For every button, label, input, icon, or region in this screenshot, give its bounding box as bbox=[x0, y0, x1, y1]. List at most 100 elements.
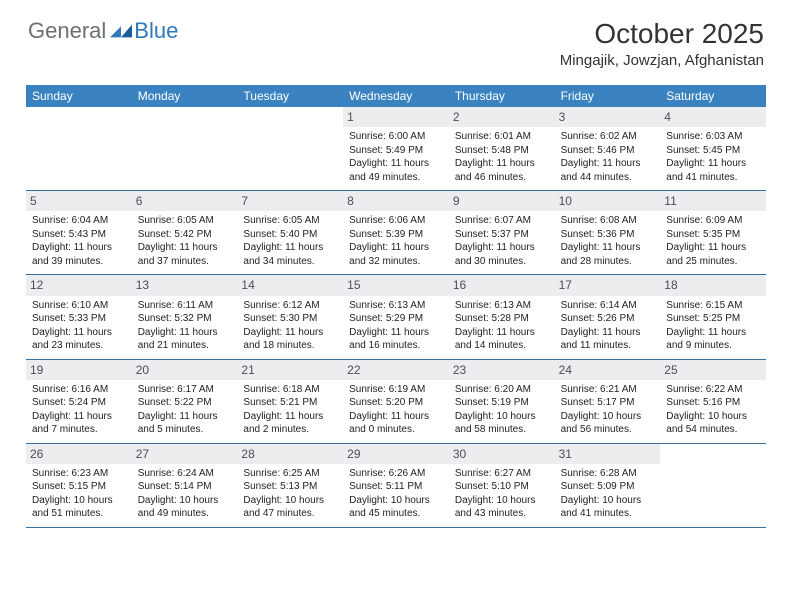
sunset-line: Sunset: 5:48 PM bbox=[455, 144, 549, 158]
brand-text-2: Blue bbox=[134, 18, 178, 44]
daylight-line: Daylight: 11 hours and 25 minutes. bbox=[666, 241, 760, 268]
sunset-line: Sunset: 5:09 PM bbox=[561, 480, 655, 494]
sunrise-line: Sunrise: 6:05 AM bbox=[243, 214, 337, 228]
sunset-line: Sunset: 5:21 PM bbox=[243, 396, 337, 410]
calendar-day: 29Sunrise: 6:26 AMSunset: 5:11 PMDayligh… bbox=[343, 444, 449, 527]
sunrise-line: Sunrise: 6:20 AM bbox=[455, 383, 549, 397]
daylight-line: Daylight: 11 hours and 14 minutes. bbox=[455, 326, 549, 353]
page-header: General Blue October 2025 Mingajik, Jowz… bbox=[0, 0, 792, 77]
sunset-line: Sunset: 5:10 PM bbox=[455, 480, 549, 494]
sunrise-line: Sunrise: 6:00 AM bbox=[349, 130, 443, 144]
daylight-line: Daylight: 11 hours and 0 minutes. bbox=[349, 410, 443, 437]
day-number: 18 bbox=[660, 275, 766, 295]
calendar-day: 31Sunrise: 6:28 AMSunset: 5:09 PMDayligh… bbox=[555, 444, 661, 527]
sunset-line: Sunset: 5:24 PM bbox=[32, 396, 126, 410]
day-number: 28 bbox=[237, 444, 343, 464]
daylight-line: Daylight: 10 hours and 51 minutes. bbox=[32, 494, 126, 521]
daylight-line: Daylight: 11 hours and 18 minutes. bbox=[243, 326, 337, 353]
calendar-day: 5Sunrise: 6:04 AMSunset: 5:43 PMDaylight… bbox=[26, 191, 132, 274]
daylight-line: Daylight: 11 hours and 7 minutes. bbox=[32, 410, 126, 437]
sunrise-line: Sunrise: 6:08 AM bbox=[561, 214, 655, 228]
daylight-line: Daylight: 10 hours and 58 minutes. bbox=[455, 410, 549, 437]
daylight-line: Daylight: 11 hours and 23 minutes. bbox=[32, 326, 126, 353]
daylight-line: Daylight: 10 hours and 47 minutes. bbox=[243, 494, 337, 521]
sunrise-line: Sunrise: 6:22 AM bbox=[666, 383, 760, 397]
day-number: 13 bbox=[132, 275, 238, 295]
daylight-line: Daylight: 11 hours and 44 minutes. bbox=[561, 157, 655, 184]
sunrise-line: Sunrise: 6:06 AM bbox=[349, 214, 443, 228]
calendar-day: 7 Sunrise: 6:05 AMSunset: 5:40 PMDaylight… bbox=[237, 191, 343, 274]
calendar-day: 9Sunrise: 6:07 AMSunset: 5:37 PMDaylight… bbox=[449, 191, 555, 274]
day-number: 15 bbox=[343, 275, 449, 295]
calendar-day: 24Sunrise: 6:21 AMSunset: 5:17 PMDayligh… bbox=[555, 360, 661, 443]
daylight-line: Daylight: 11 hours and 32 minutes. bbox=[349, 241, 443, 268]
day-number: 20 bbox=[132, 360, 238, 380]
sunset-line: Sunset: 5:35 PM bbox=[666, 228, 760, 242]
calendar-day: 13Sunrise: 6:11 AMSunset: 5:32 PMDayligh… bbox=[132, 275, 238, 358]
calendar-day: 16 Sunrise: 6:13 AMSunset: 5:28 PMDayligh… bbox=[449, 275, 555, 358]
day-header: Tuesday bbox=[237, 85, 343, 107]
month-title: October 2025 bbox=[560, 18, 764, 50]
day-number: 26 bbox=[26, 444, 132, 464]
day-number: 8 bbox=[343, 191, 449, 211]
day-header: Monday bbox=[132, 85, 238, 107]
day-number: 29 bbox=[343, 444, 449, 464]
sunset-line: Sunset: 5:40 PM bbox=[243, 228, 337, 242]
calendar-day: 11Sunrise: 6:09 AMSunset: 5:35 PMDayligh… bbox=[660, 191, 766, 274]
sunset-line: Sunset: 5:20 PM bbox=[349, 396, 443, 410]
daylight-line: Daylight: 11 hours and 49 minutes. bbox=[349, 157, 443, 184]
calendar-day: 8Sunrise: 6:06 AMSunset: 5:39 PMDaylight… bbox=[343, 191, 449, 274]
day-number: 17 bbox=[555, 275, 661, 295]
day-number: 21 bbox=[237, 360, 343, 380]
daylight-line: Daylight: 10 hours and 45 minutes. bbox=[349, 494, 443, 521]
sunrise-line: Sunrise: 6:13 AM bbox=[455, 299, 549, 313]
day-number: 30 bbox=[449, 444, 555, 464]
day-number: 9 bbox=[449, 191, 555, 211]
day-number: 16 bbox=[449, 275, 555, 295]
sunrise-line: Sunrise: 6:07 AM bbox=[455, 214, 549, 228]
daylight-line: Daylight: 10 hours and 49 minutes. bbox=[138, 494, 232, 521]
sunrise-line: Sunrise: 6:21 AM bbox=[561, 383, 655, 397]
sunrise-line: Sunrise: 6:05 AM bbox=[138, 214, 232, 228]
calendar-day: 10Sunrise: 6:08 AMSunset: 5:36 PMDayligh… bbox=[555, 191, 661, 274]
sunrise-line: Sunrise: 6:17 AM bbox=[138, 383, 232, 397]
sunset-line: Sunset: 5:19 PM bbox=[455, 396, 549, 410]
sunrise-line: Sunrise: 6:12 AM bbox=[243, 299, 337, 313]
brand-text-1: General bbox=[28, 18, 106, 44]
daylight-line: Daylight: 11 hours and 46 minutes. bbox=[455, 157, 549, 184]
day-number: 25 bbox=[660, 360, 766, 380]
sunrise-line: Sunrise: 6:24 AM bbox=[138, 467, 232, 481]
day-number: 11 bbox=[660, 191, 766, 211]
sunset-line: Sunset: 5:15 PM bbox=[32, 480, 126, 494]
sunrise-line: Sunrise: 6:16 AM bbox=[32, 383, 126, 397]
sunset-line: Sunset: 5:46 PM bbox=[561, 144, 655, 158]
calendar-day bbox=[237, 107, 343, 190]
sunset-line: Sunset: 5:28 PM bbox=[455, 312, 549, 326]
day-number: 22 bbox=[343, 360, 449, 380]
sunrise-line: Sunrise: 6:13 AM bbox=[349, 299, 443, 313]
sunset-line: Sunset: 5:32 PM bbox=[138, 312, 232, 326]
day-number: 7 bbox=[237, 191, 343, 211]
calendar-day: 2Sunrise: 6:01 AMSunset: 5:48 PMDaylight… bbox=[449, 107, 555, 190]
daylight-line: Daylight: 10 hours and 54 minutes. bbox=[666, 410, 760, 437]
calendar-day: 27Sunrise: 6:24 AMSunset: 5:14 PMDayligh… bbox=[132, 444, 238, 527]
sunset-line: Sunset: 5:37 PM bbox=[455, 228, 549, 242]
daylight-line: Daylight: 11 hours and 21 minutes. bbox=[138, 326, 232, 353]
calendar: SundayMondayTuesdayWednesdayThursdayFrid… bbox=[26, 85, 766, 528]
daylight-line: Daylight: 11 hours and 5 minutes. bbox=[138, 410, 232, 437]
sunset-line: Sunset: 5:45 PM bbox=[666, 144, 760, 158]
sunrise-line: Sunrise: 6:14 AM bbox=[561, 299, 655, 313]
day-number: 1 bbox=[343, 107, 449, 127]
day-number: 12 bbox=[26, 275, 132, 295]
daylight-line: Daylight: 10 hours and 56 minutes. bbox=[561, 410, 655, 437]
calendar-day bbox=[132, 107, 238, 190]
daylight-line: Daylight: 11 hours and 39 minutes. bbox=[32, 241, 126, 268]
calendar-day: 28Sunrise: 6:25 AMSunset: 5:13 PMDayligh… bbox=[237, 444, 343, 527]
brand-logo: General Blue bbox=[28, 18, 178, 44]
day-header: Wednesday bbox=[343, 85, 449, 107]
sunrise-line: Sunrise: 6:01 AM bbox=[455, 130, 549, 144]
sunset-line: Sunset: 5:17 PM bbox=[561, 396, 655, 410]
calendar-day: 30Sunrise: 6:27 AMSunset: 5:10 PMDayligh… bbox=[449, 444, 555, 527]
daylight-line: Daylight: 11 hours and 34 minutes. bbox=[243, 241, 337, 268]
sunset-line: Sunset: 5:49 PM bbox=[349, 144, 443, 158]
